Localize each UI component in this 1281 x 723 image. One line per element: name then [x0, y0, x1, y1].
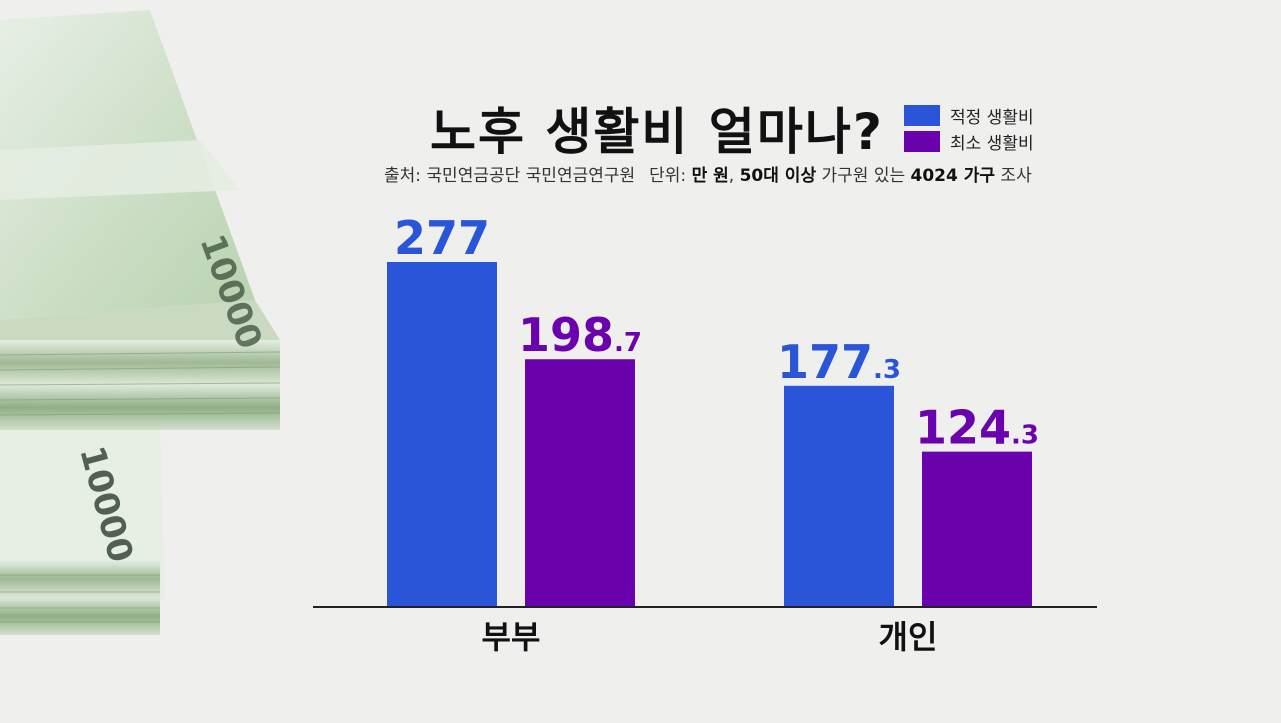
source-label: 출처: [384, 166, 427, 186]
banknote-stacks-image: 10000 10000 [0, 10, 281, 635]
legend-item-minimum: 최소 생활비 [904, 128, 1034, 154]
survey-mid: 가구원 있는 [816, 166, 911, 186]
value-int: 198 [518, 308, 614, 362]
bar-proper-1 [784, 385, 894, 606]
legend-item-proper: 적정 생활비 [904, 102, 1034, 128]
source-sep: , [728, 166, 740, 186]
source-value: 국민연금공단 국민연금연구원 [426, 166, 636, 186]
value-int: 277 [394, 211, 490, 265]
unit-value: 만 원 [691, 166, 729, 186]
survey-age: 50대 이상 [739, 166, 817, 186]
survey-households: 4024 가구 [910, 166, 996, 186]
bar-value-label: 177.3 [777, 335, 901, 389]
source-note: 출처: 국민연금공단 국민연금연구원 단위: 만 원, 50대 이상 가구원 있는… [384, 161, 1032, 186]
category-label-0: 부부 [482, 618, 541, 656]
chart-title: 노후 생활비 얼마나? [430, 103, 884, 161]
legend-swatch-proper [904, 104, 940, 126]
unit-label: 단위: [649, 166, 692, 186]
bar-minimum-0 [525, 359, 635, 606]
value-int: 124 [915, 401, 1011, 455]
category-label-1: 개인 [879, 618, 938, 656]
bar-minimum-1 [922, 451, 1032, 606]
legend-label-proper: 적정 생활비 [950, 107, 1034, 128]
legend-swatch-minimum [904, 130, 940, 152]
value-decimal: .3 [1011, 421, 1039, 451]
legend: 적정 생활비 최소 생활비 [904, 102, 1034, 154]
value-decimal: .7 [614, 328, 642, 358]
bar-value-label: 124.3 [915, 401, 1039, 455]
value-decimal: .3 [873, 355, 901, 385]
legend-label-minimum: 최소 생활비 [950, 133, 1034, 154]
bar-value-label: 277 [394, 211, 490, 265]
bar-proper-0 [387, 262, 497, 606]
bar-value-label: 198.7 [518, 308, 642, 362]
survey-end: 조사 [995, 166, 1032, 186]
value-int: 177 [777, 335, 873, 389]
